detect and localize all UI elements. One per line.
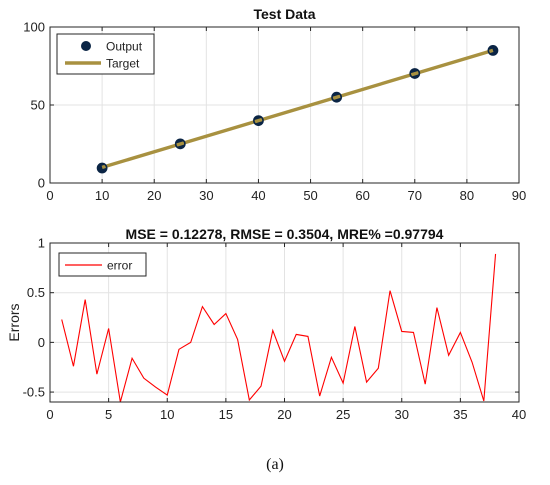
y-tick-label: 0 <box>38 176 45 191</box>
target-line <box>101 48 494 170</box>
x-tick-label: 20 <box>147 188 161 203</box>
output-marker-outline <box>331 91 343 103</box>
x-tick-label: 70 <box>408 188 422 203</box>
output-marker-outline <box>253 115 264 126</box>
series-group <box>61 253 497 402</box>
legend-label-error: error <box>107 259 132 273</box>
x-tick-label: 30 <box>199 188 213 203</box>
y-tick-label: 1 <box>38 236 45 251</box>
x-tick-label: 10 <box>160 407 174 422</box>
legend-box <box>58 252 147 277</box>
x-tick-label: 50 <box>303 188 317 203</box>
y-tick-label: -0.5 <box>23 385 45 400</box>
legend-label-output: Output <box>106 40 143 54</box>
output-marker-outline <box>96 162 108 174</box>
x-tick-label: 5 <box>105 407 112 422</box>
x-tick-label: 80 <box>460 188 474 203</box>
x-tick-label: 25 <box>336 407 350 422</box>
legend-box <box>56 33 155 75</box>
chart-title: MSE = 0.12278, RMSE = 0.3504, MRE% =0.97… <box>126 226 444 242</box>
x-tick-label: 0 <box>46 407 53 422</box>
x-tick-label: 60 <box>355 188 369 203</box>
x-tick-label: 10 <box>95 188 109 203</box>
y-tick-label: 0.5 <box>27 285 45 300</box>
y-tick-label: 50 <box>31 98 45 113</box>
output-marker-outline <box>487 45 499 56</box>
x-tick-label: 40 <box>512 407 526 422</box>
x-tick-label: 0 <box>46 188 53 203</box>
y-tick-label: 0 <box>38 335 45 350</box>
figure-caption: (a) <box>266 456 284 473</box>
x-tick-label: 20 <box>277 407 291 422</box>
x-tick-label: 40 <box>251 188 265 203</box>
x-tick-label: 90 <box>512 188 526 203</box>
chart-title: Test Data <box>254 6 316 22</box>
y-axis-label: Errors <box>6 303 22 341</box>
y-tick-label: 100 <box>23 20 45 35</box>
series-group <box>96 45 499 174</box>
legend-label-target: Target <box>106 57 140 71</box>
x-tick-label: 30 <box>395 407 409 422</box>
output-marker-outline <box>409 68 421 79</box>
output-marker-outline <box>174 138 186 150</box>
x-tick-label: 15 <box>219 407 233 422</box>
legend-marker-output <box>80 40 91 51</box>
x-tick-label: 35 <box>453 407 467 422</box>
error-line <box>61 253 497 402</box>
